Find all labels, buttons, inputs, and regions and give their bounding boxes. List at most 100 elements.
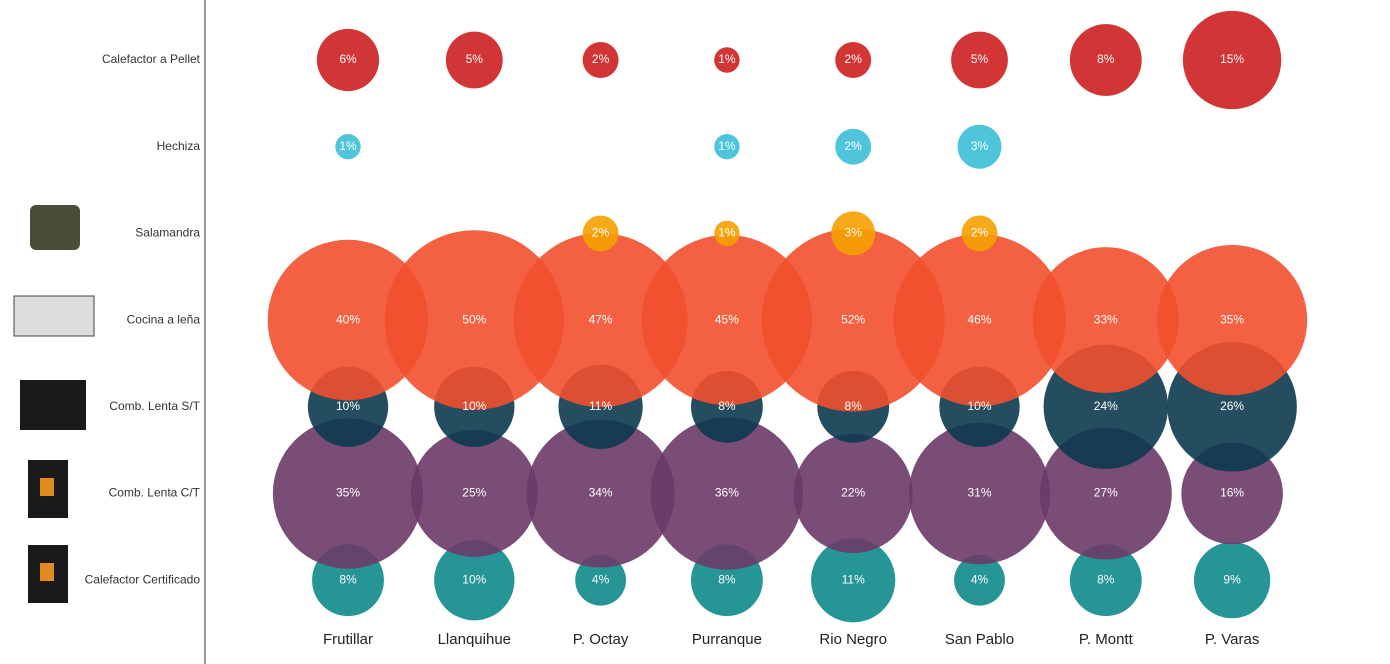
value-label: 16% <box>1220 486 1244 500</box>
bubble <box>835 42 872 78</box>
bubble <box>831 211 876 256</box>
bubble <box>954 554 1005 606</box>
value-label: 2% <box>971 226 989 240</box>
value-label: 24% <box>1094 399 1118 413</box>
bubble <box>434 540 515 621</box>
bubble <box>1069 544 1142 617</box>
col-label: Rio Negro <box>819 631 887 648</box>
row-label: Calefactor Certificado <box>85 572 201 586</box>
value-label: 25% <box>462 486 486 500</box>
row-label: Salamandra <box>135 226 200 240</box>
bubble <box>641 234 813 406</box>
bubble <box>335 134 361 160</box>
value-label: 10% <box>462 399 486 413</box>
bubble <box>1156 244 1308 396</box>
value-label: 2% <box>592 52 610 66</box>
value-label: 34% <box>589 486 613 500</box>
bubble <box>893 233 1066 407</box>
value-label: 27% <box>1094 486 1118 500</box>
row-label: Cocina a leña <box>127 312 201 326</box>
row-label: Comb. Lenta S/T <box>109 399 200 413</box>
value-label: 4% <box>592 572 610 586</box>
value-label: 36% <box>715 486 739 500</box>
bubble <box>316 28 380 92</box>
col-label: Purranque <box>692 631 762 648</box>
value-label: 2% <box>845 139 863 153</box>
col-label: San Pablo <box>945 631 1014 648</box>
value-label: 33% <box>1094 312 1118 326</box>
col-label: Frutillar <box>323 631 373 648</box>
bubble <box>961 215 998 252</box>
value-label: 8% <box>1097 572 1115 586</box>
value-label: 15% <box>1220 52 1244 66</box>
bubble <box>714 47 740 73</box>
icons <box>13 205 95 603</box>
bubble <box>582 215 619 252</box>
bubble <box>384 230 565 410</box>
bubble <box>951 31 1008 89</box>
row-label: Comb. Lenta C/T <box>109 486 201 500</box>
bubble <box>714 134 740 160</box>
bubble <box>267 239 429 401</box>
value-label: 50% <box>462 312 486 326</box>
value-label: 26% <box>1220 399 1244 413</box>
value-label: 1% <box>718 139 736 153</box>
value-label: 52% <box>841 312 865 326</box>
value-label: 10% <box>336 399 360 413</box>
value-label: 22% <box>841 486 865 500</box>
bubble <box>1039 427 1172 560</box>
value-label: 9% <box>1223 572 1241 586</box>
bubble <box>1069 24 1142 96</box>
bubble <box>1181 442 1283 545</box>
value-label: 10% <box>462 572 486 586</box>
value-label: 3% <box>971 139 989 153</box>
bubble <box>272 418 424 569</box>
value-label: 2% <box>592 226 610 240</box>
value-label: 11% <box>589 399 612 413</box>
value-label: 40% <box>336 312 360 326</box>
value-label: 8% <box>339 572 357 586</box>
bubble <box>714 220 740 247</box>
bubble <box>575 554 626 606</box>
value-label: 5% <box>466 52 484 66</box>
icon-cocina <box>13 295 95 337</box>
value-label: 10% <box>967 399 991 413</box>
bubble <box>811 538 896 623</box>
bubble <box>1194 542 1271 619</box>
bubble <box>410 430 538 557</box>
value-label: 8% <box>1097 52 1115 66</box>
bubble <box>513 233 688 408</box>
bubble <box>761 228 945 412</box>
value-label: 1% <box>339 139 357 153</box>
value-label: 45% <box>715 312 739 326</box>
bubble <box>650 417 804 570</box>
value-label: 6% <box>339 52 357 66</box>
bubble <box>526 419 675 568</box>
row-label: Hechiza <box>157 139 201 153</box>
icon-flame <box>40 478 54 496</box>
value-label: 8% <box>718 572 736 586</box>
value-label: 8% <box>718 399 736 413</box>
value-label: 8% <box>845 399 863 413</box>
value-label: 5% <box>971 52 989 66</box>
icon-salamandra <box>30 205 80 250</box>
value-label: 3% <box>845 226 863 240</box>
value-label: 35% <box>1220 312 1244 326</box>
icon-comb-st <box>20 380 86 430</box>
value-label: 4% <box>971 572 989 586</box>
bubble <box>908 422 1051 565</box>
bubble <box>582 42 619 78</box>
row-label: Calefactor a Pellet <box>102 52 201 66</box>
value-label: 1% <box>718 52 736 66</box>
col-label: P. Varas <box>1205 631 1259 648</box>
col-label: Llanquihue <box>438 631 511 648</box>
bubble <box>445 31 503 89</box>
bubble <box>1182 10 1282 110</box>
bubble <box>1032 247 1179 394</box>
value-label: 47% <box>589 312 613 326</box>
bubble <box>835 128 872 165</box>
icon-flame <box>40 563 54 581</box>
value-label: 2% <box>845 52 863 66</box>
